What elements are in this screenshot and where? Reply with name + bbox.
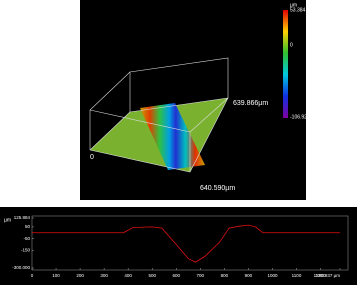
x-tick-label: 600 bbox=[173, 273, 181, 278]
y-axis-label: µm bbox=[4, 217, 11, 223]
x-tick-label: 100 bbox=[52, 273, 60, 278]
colorbar-min: -106.922 bbox=[290, 114, 310, 120]
surface-groove bbox=[140, 103, 205, 170]
x-tick-label: 500 bbox=[148, 273, 156, 278]
x-tick-label: 1000 bbox=[267, 273, 278, 278]
x-tick-label: 300 bbox=[100, 273, 108, 278]
profile-panel bbox=[0, 207, 357, 285]
y-tick-label: -150 bbox=[21, 248, 31, 253]
colorbar bbox=[283, 10, 288, 118]
x-tick-label: 0 bbox=[31, 273, 34, 278]
x-tick-label: 200 bbox=[76, 273, 84, 278]
surface-panel bbox=[80, 0, 306, 200]
y-extent: 639.866µm bbox=[233, 100, 268, 107]
profile-line bbox=[32, 224, 340, 263]
x-tick-label: 1100 bbox=[292, 273, 302, 278]
colorbar-max: 53.384 bbox=[290, 7, 306, 13]
plot-frame bbox=[31, 215, 349, 271]
surface-3d bbox=[89, 57, 229, 173]
x-tick-label: 900 bbox=[245, 273, 253, 278]
y-tick-label: -300.000 bbox=[12, 265, 30, 270]
colorbar-mid: 0 bbox=[290, 42, 293, 48]
y-tick-label: 125.884 bbox=[14, 215, 31, 220]
origin-label: 0 bbox=[90, 154, 94, 161]
x-tick-label: 400 bbox=[124, 273, 132, 278]
x-tick-label: 1280.937 µm bbox=[314, 273, 341, 278]
y-tick-label: -50 bbox=[23, 236, 30, 241]
colorbar-unit: µm bbox=[290, 2, 297, 8]
y-tick-label: 50 bbox=[25, 224, 31, 229]
x-tick-label: 800 bbox=[221, 273, 229, 278]
x-tick-label: 1200 bbox=[316, 273, 327, 278]
x-tick-label: 700 bbox=[197, 273, 205, 278]
x-extent: 640.590µm bbox=[200, 185, 235, 192]
